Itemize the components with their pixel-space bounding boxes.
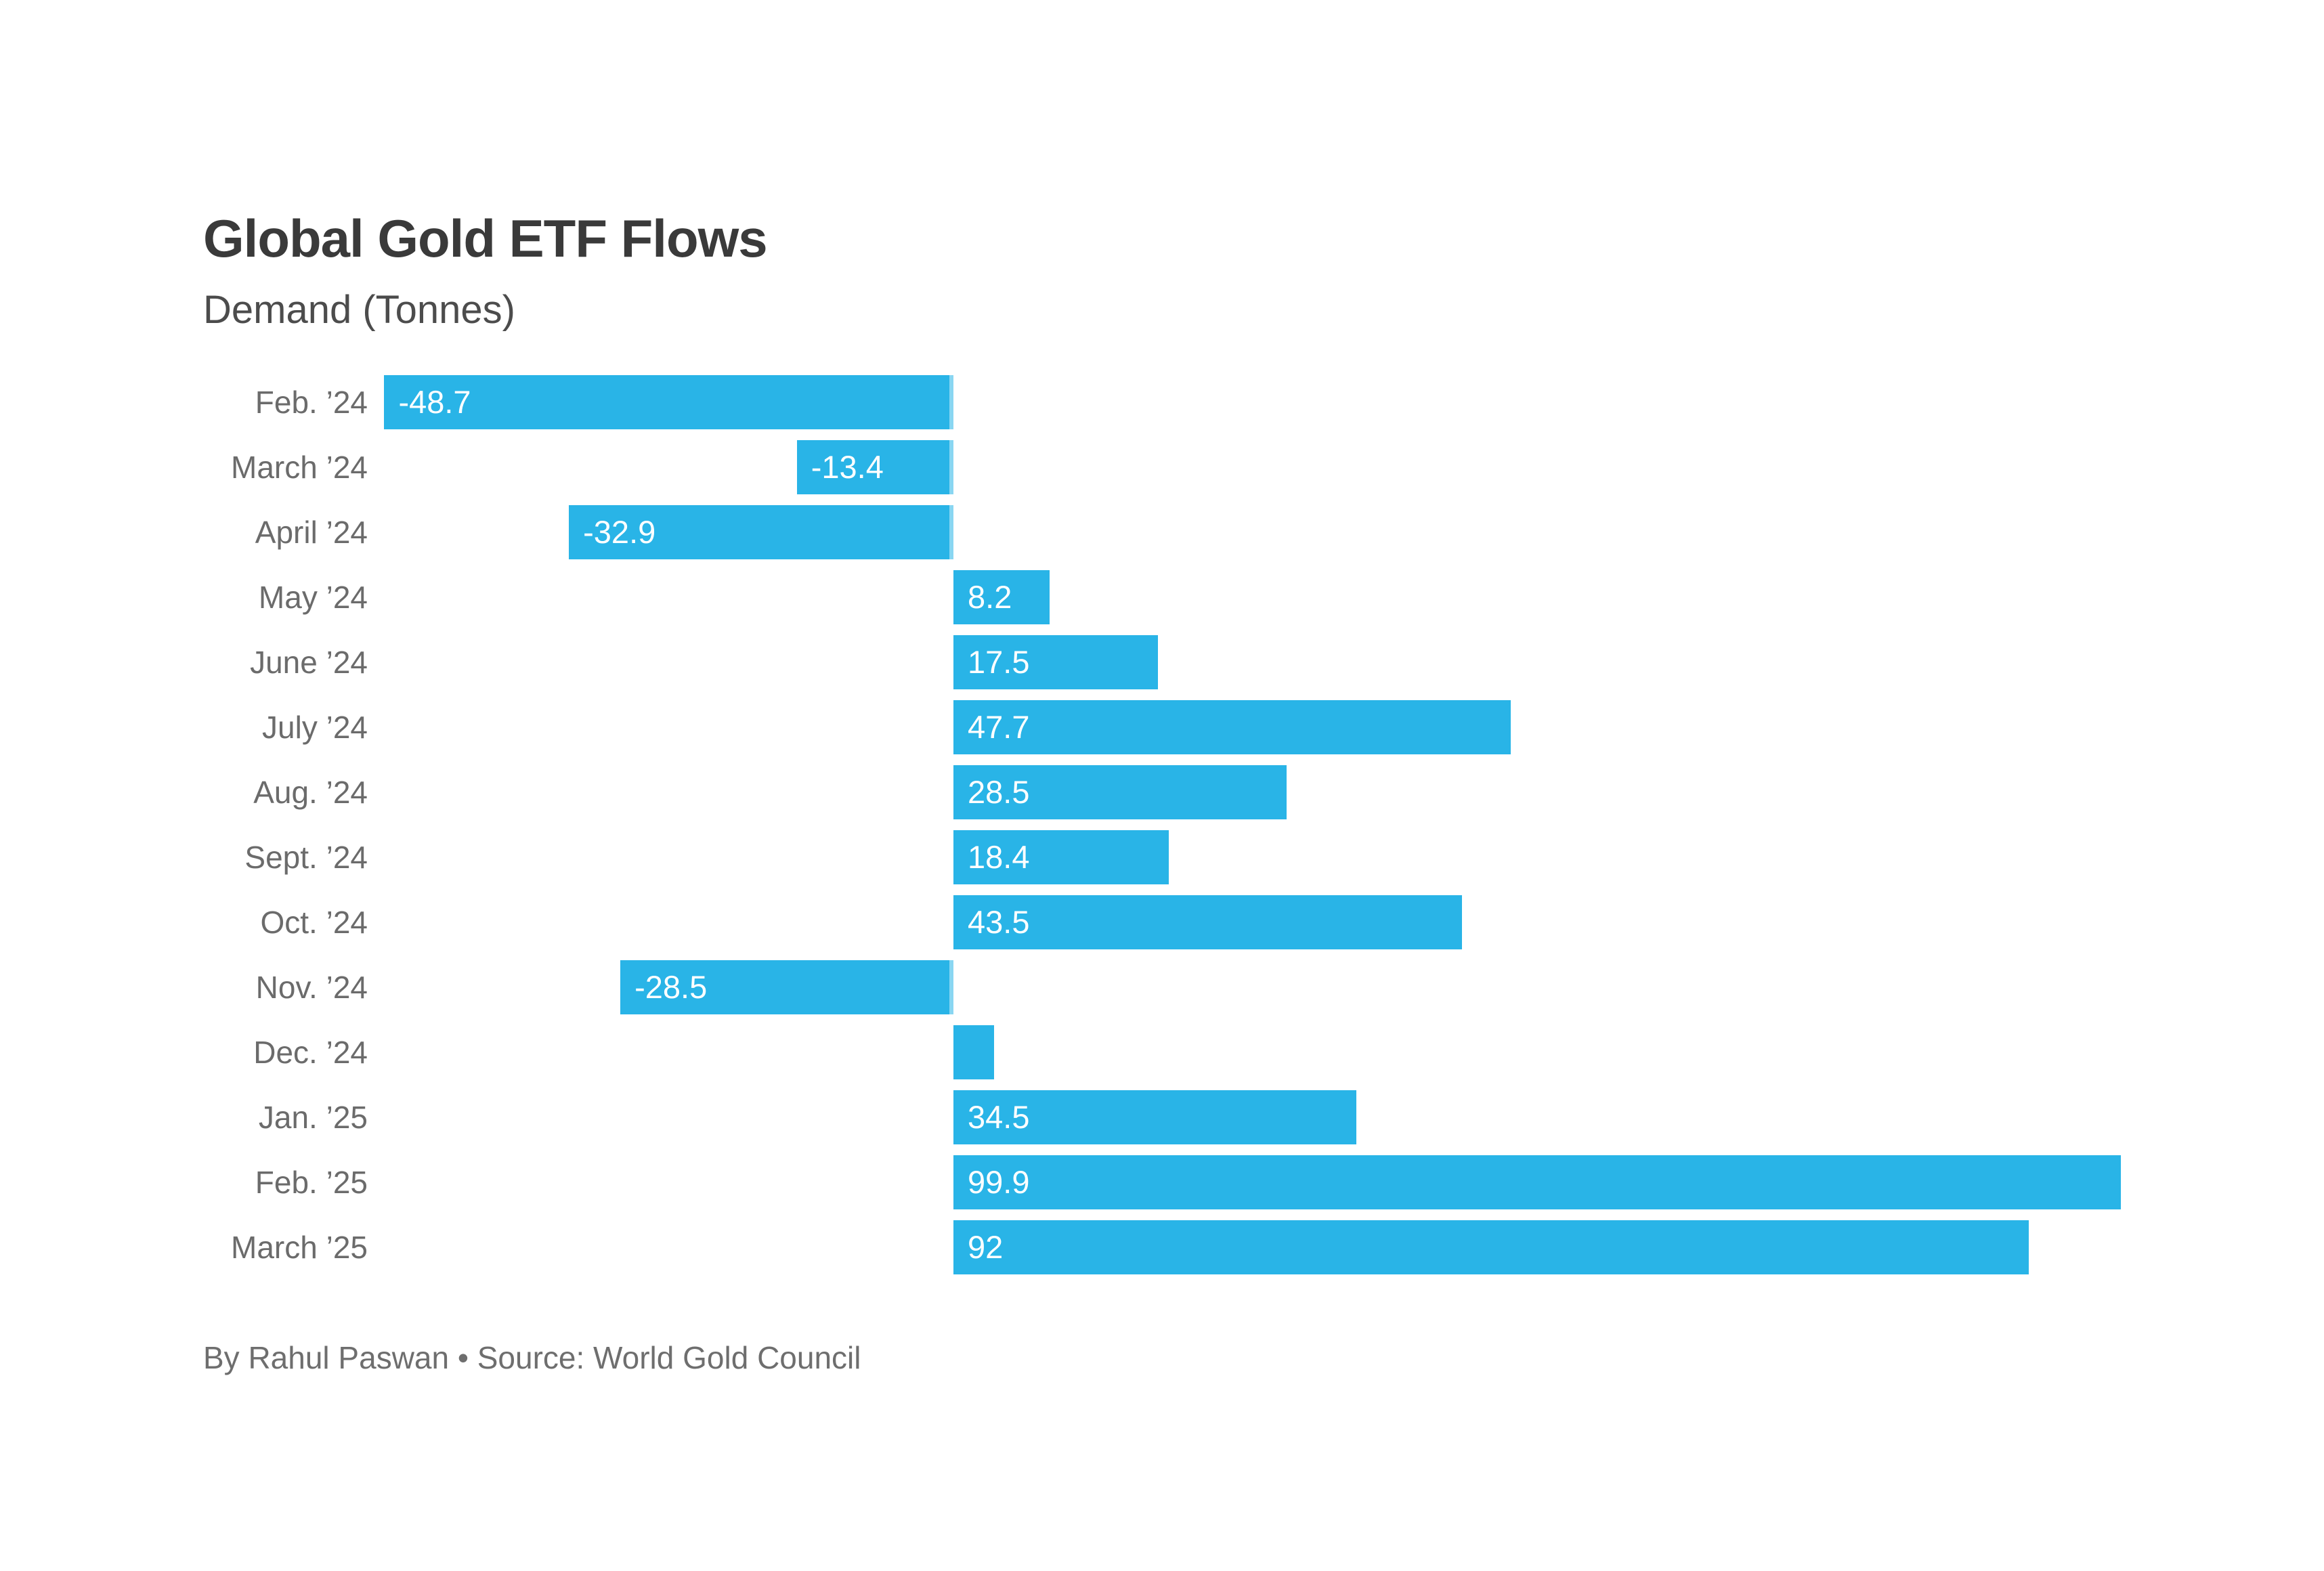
row-plot-area: -48.7 [381, 374, 2324, 429]
bar: 18.4 [953, 830, 1169, 884]
chart-row: Feb. ’25 99.9 [203, 1150, 2324, 1215]
bar: 17.5 [953, 634, 1159, 689]
chart-row: March ’25 92 [203, 1215, 2324, 1280]
category-label: May ’24 [258, 579, 368, 615]
bar-value-label: 99.9 [968, 1164, 1030, 1201]
chart-row: June ’24 17.5 [203, 630, 2324, 695]
bar: 47.7 [953, 700, 1511, 754]
row-plot-area: -32.9 [381, 504, 2324, 559]
row-plot-area: 92 [381, 1220, 2324, 1274]
row-plot-area: 43.5 [381, 895, 2324, 949]
row-plot-area: -28.5 [381, 960, 2324, 1014]
bar: -48.7 [384, 374, 953, 429]
bar: -13.4 [796, 439, 953, 494]
row-plot-area: 17.5 [381, 634, 2324, 689]
row-plot-area: 99.9 [381, 1155, 2324, 1209]
category-label: Feb. ’25 [255, 1164, 368, 1200]
bar-value-label: 28.5 [968, 774, 1030, 811]
category-label: April ’24 [255, 514, 368, 550]
chart-subtitle: Demand (Tonnes) [203, 287, 515, 332]
row-plot-area: 18.4 [381, 830, 2324, 884]
category-label: July ’24 [262, 709, 368, 745]
chart-row: Feb. ’24 -48.7 [203, 370, 2324, 435]
category-label: Oct. ’24 [260, 904, 368, 940]
chart-row: Jan. ’25 34.5 [203, 1085, 2324, 1150]
chart-row: April ’24 -32.9 [203, 500, 2324, 565]
category-label: Nov. ’24 [255, 969, 368, 1005]
chart-card: Global Gold ETF Flows Demand (Tonnes) Fe… [203, 209, 2324, 1375]
chart-row: Dec. ’24 [203, 1020, 2324, 1085]
bar-value-label: 43.5 [968, 904, 1030, 941]
bar: 28.5 [953, 765, 1287, 819]
bar: -28.5 [620, 960, 953, 1014]
chart-row: Aug. ’24 28.5 [203, 760, 2324, 825]
bar-value-label: 17.5 [968, 644, 1030, 681]
category-label: Sept. ’24 [244, 839, 368, 875]
chart-row: Oct. ’24 43.5 [203, 890, 2324, 955]
chart-row: May ’24 8.2 [203, 565, 2324, 630]
bar-value-label: 47.7 [968, 709, 1030, 746]
chart-row: Sept. ’24 18.4 [203, 825, 2324, 890]
chart-byline-source: By Rahul Paswan • Source: World Gold Cou… [203, 1339, 861, 1375]
category-label: March ’25 [231, 1229, 368, 1265]
bar: 43.5 [953, 895, 1462, 949]
bar-value-label: -13.4 [811, 449, 884, 486]
category-label: March ’24 [231, 449, 368, 485]
bar-value-label: 8.2 [968, 579, 1012, 616]
row-plot-area: 8.2 [381, 569, 2324, 624]
row-plot-area: -13.4 [381, 439, 2324, 494]
bar: 99.9 [953, 1155, 2122, 1209]
bar-value-label: -48.7 [398, 384, 471, 421]
category-label: Aug. ’24 [253, 774, 368, 810]
category-label: Feb. ’24 [255, 384, 368, 420]
bar: 92 [953, 1220, 2029, 1274]
row-plot-area: 34.5 [381, 1090, 2324, 1144]
chart-title: Global Gold ETF Flows [203, 209, 768, 268]
bar-value-label: -32.9 [583, 514, 656, 551]
bar-value-label: -28.5 [634, 969, 708, 1006]
bar [953, 1025, 995, 1079]
row-plot-area: 47.7 [381, 700, 2324, 754]
bar-chart: Feb. ’24 -48.7 March ’24 -13.4 April ’24… [203, 370, 2324, 1280]
category-label: Jan. ’25 [258, 1099, 368, 1135]
chart-row: Nov. ’24 -28.5 [203, 955, 2324, 1020]
category-label: June ’24 [250, 644, 368, 680]
chart-row: March ’24 -13.4 [203, 435, 2324, 500]
bar: 8.2 [953, 569, 1050, 624]
row-plot-area: 28.5 [381, 765, 2324, 819]
category-label: Dec. ’24 [253, 1034, 368, 1070]
bar-value-label: 18.4 [968, 839, 1030, 876]
bar: 34.5 [953, 1090, 1357, 1144]
bar: -32.9 [569, 504, 953, 559]
row-plot-area [381, 1025, 2324, 1079]
bar-value-label: 92 [968, 1229, 1004, 1266]
bar-value-label: 34.5 [968, 1099, 1030, 1136]
chart-row: July ’24 47.7 [203, 695, 2324, 760]
